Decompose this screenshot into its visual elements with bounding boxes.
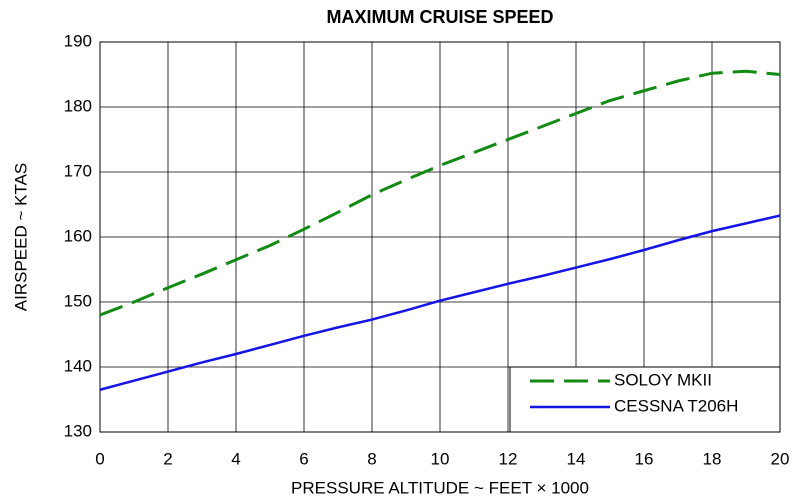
y-tick-label: 170 (64, 161, 92, 180)
legend-label: CESSNA T206H (614, 396, 738, 415)
x-tick-label: 4 (231, 449, 240, 468)
y-tick-label: 150 (64, 291, 92, 310)
x-tick-label: 12 (499, 449, 518, 468)
legend-label: SOLOY MKII (614, 370, 712, 389)
x-tick-label: 0 (95, 449, 104, 468)
y-tick-label: 130 (64, 421, 92, 440)
x-tick-label: 8 (367, 449, 376, 468)
x-tick-label: 6 (299, 449, 308, 468)
y-tick-label: 140 (64, 356, 92, 375)
x-tick-label: 2 (163, 449, 172, 468)
plot-frame (99, 41, 781, 433)
x-tick-label: 14 (567, 449, 586, 468)
legend-box (509, 366, 781, 433)
chart-title: MAXIMUM CRUISE SPEED (326, 7, 553, 27)
series-line (99, 214, 781, 391)
y-axis-label: AIRSPEED ~ KTAS (11, 163, 30, 311)
x-tick-label: 10 (431, 449, 450, 468)
y-tick-label: 160 (64, 226, 92, 245)
y-tick-label: 180 (64, 96, 92, 115)
x-tick-label: 16 (635, 449, 654, 468)
y-tick-label: 190 (64, 31, 92, 50)
x-tick-label: 20 (771, 449, 790, 468)
series-line (99, 69, 781, 317)
x-axis-label: PRESSURE ALTITUDE ~ FEET × 1000 (291, 478, 589, 497)
x-tick-label: 18 (703, 449, 722, 468)
